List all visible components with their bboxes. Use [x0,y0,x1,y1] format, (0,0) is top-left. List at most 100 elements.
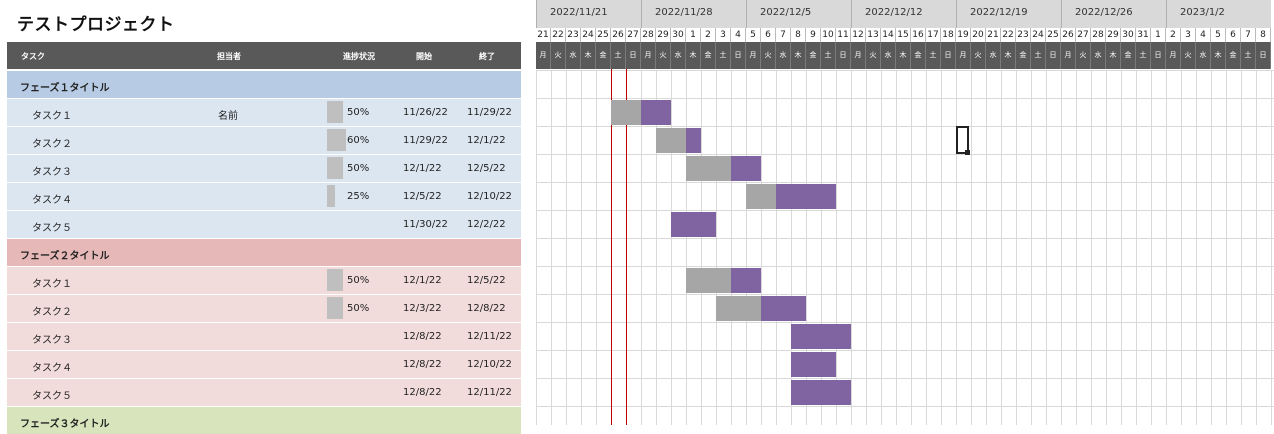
task-end[interactable]: 12/11/22 [467,331,512,342]
project-title: テストプロジェクト [17,15,175,35]
phase-row[interactable]: フェーズ２タイトル [7,239,521,266]
task-end[interactable]: 12/1/22 [467,135,506,146]
day-number: 8 [791,28,806,42]
gantt-bar-remaining[interactable] [641,100,671,125]
task-progress[interactable]: 50% [347,275,370,286]
task-end[interactable]: 12/5/22 [467,275,506,286]
phase-row[interactable]: フェーズ１タイトル [7,71,521,98]
task-row[interactable]: タスク２ 50% 12/3/22 12/8/22 [7,295,521,322]
gantt-bar-completed[interactable] [656,128,686,153]
task-end[interactable]: 12/5/22 [467,163,506,174]
task-end[interactable]: 12/11/22 [467,387,512,398]
task-row[interactable]: タスク２ 60% 11/29/22 12/1/22 [7,127,521,154]
gantt-bar-remaining[interactable] [671,212,716,237]
gantt-bar-remaining[interactable] [731,156,761,181]
cell-selection-cursor[interactable] [956,126,970,155]
task-progress[interactable]: 50% [347,107,370,118]
phase-title: フェーズ３タイトル [20,419,110,430]
task-start[interactable]: 12/1/22 [403,163,442,174]
week-header[interactable]: 2022/12/5 [746,0,851,28]
task-row[interactable]: タスク４ 12/8/22 12/10/22 [7,351,521,378]
gantt-bar-remaining[interactable] [731,268,761,293]
task-name: タスク５ [32,223,72,234]
week-header[interactable]: 2022/12/12 [851,0,956,28]
weekday-label: 水 [776,42,791,69]
task-end[interactable]: 12/10/22 [467,191,512,202]
column-header-task[interactable]: タスク [21,52,45,61]
day-number: 9 [806,28,821,42]
today-line [611,28,612,425]
day-number: 21 [536,28,551,42]
gantt-bar-completed[interactable] [686,268,731,293]
day-number: 7 [1241,28,1256,42]
week-header[interactable]: 2023/1/2 [1166,0,1271,28]
gantt-bar-completed[interactable] [686,156,731,181]
task-row[interactable]: タスク３ 12/8/22 12/11/22 [7,323,521,350]
weekday-label: 木 [686,42,701,69]
task-start[interactable]: 11/30/22 [403,219,448,230]
task-end[interactable]: 12/2/22 [467,219,506,230]
day-number: 28 [1091,28,1106,42]
gantt-bar-remaining[interactable] [791,324,851,349]
gantt-bar-completed[interactable] [746,184,776,209]
task-row[interactable]: タスク３ 50% 12/1/22 12/5/22 [7,155,521,182]
weekday-label: 火 [1181,42,1196,69]
gantt-bar-completed[interactable] [716,296,761,321]
column-header-row: タスク 担当者 進捗状況 開始 終了 [7,42,521,69]
task-start[interactable]: 11/26/22 [403,107,448,118]
task-progress[interactable]: 50% [347,303,370,314]
weekday-label: 金 [1226,42,1241,69]
task-start[interactable]: 12/3/22 [403,303,442,314]
week-header[interactable]: 2022/12/26 [1061,0,1166,28]
column-header-end[interactable]: 終了 [479,52,495,61]
gantt-bar-remaining[interactable] [776,184,836,209]
task-start[interactable]: 12/8/22 [403,359,442,370]
day-number: 30 [671,28,686,42]
column-header-start[interactable]: 開始 [416,52,432,61]
day-number: 25 [596,28,611,42]
task-progress[interactable]: 25% [347,191,370,202]
task-row[interactable]: タスク５ 11/30/22 12/2/22 [7,211,521,238]
task-end[interactable]: 11/29/22 [467,107,512,118]
column-header-assignee[interactable]: 担当者 [217,52,241,61]
task-row[interactable]: タスク１ 50% 12/1/22 12/5/22 [7,267,521,294]
task-row[interactable]: タスク１ 名前 50% 11/26/22 11/29/22 [7,99,521,126]
weekday-label: 月 [956,42,971,69]
task-start[interactable]: 11/29/22 [403,135,448,146]
task-assignee[interactable]: 名前 [218,111,238,122]
gantt-bar-remaining[interactable] [791,352,836,377]
weekday-label: 月 [851,42,866,69]
week-header[interactable]: 2022/11/28 [641,0,746,28]
gantt-bar-remaining[interactable] [686,128,701,153]
task-start[interactable]: 12/8/22 [403,331,442,342]
task-start[interactable]: 12/5/22 [403,191,442,202]
day-number: 12 [851,28,866,42]
day-number: 21 [986,28,1001,42]
task-row[interactable]: タスク４ 25% 12/5/22 12/10/22 [7,183,521,210]
day-number: 4 [1196,28,1211,42]
phase-row[interactable]: フェーズ３タイトル [7,407,521,434]
column-header-progress[interactable]: 進捗状況 [343,52,375,61]
gantt-bar-remaining[interactable] [791,380,851,405]
task-start[interactable]: 12/1/22 [403,275,442,286]
day-number: 25 [1046,28,1061,42]
weekday-label: 水 [671,42,686,69]
day-number: 19 [956,28,971,42]
gantt-bar-remaining[interactable] [761,296,806,321]
week-header[interactable]: 2022/12/19 [956,0,1061,28]
task-start[interactable]: 12/8/22 [403,387,442,398]
task-progress[interactable]: 50% [347,163,370,174]
gantt-bar-completed[interactable] [611,100,641,125]
task-end[interactable]: 12/10/22 [467,359,512,370]
day-number: 28 [641,28,656,42]
weekday-label: 月 [536,42,551,69]
task-name: タスク３ [32,167,72,178]
day-number: 13 [866,28,881,42]
week-header[interactable]: 2022/11/21 [536,0,641,28]
task-row[interactable]: タスク５ 12/8/22 12/11/22 [7,379,521,406]
task-end[interactable]: 12/8/22 [467,303,506,314]
task-progress[interactable]: 60% [347,135,370,146]
weekday-label: 金 [1016,42,1031,69]
day-number: 16 [911,28,926,42]
weekday-label: 月 [1061,42,1076,69]
